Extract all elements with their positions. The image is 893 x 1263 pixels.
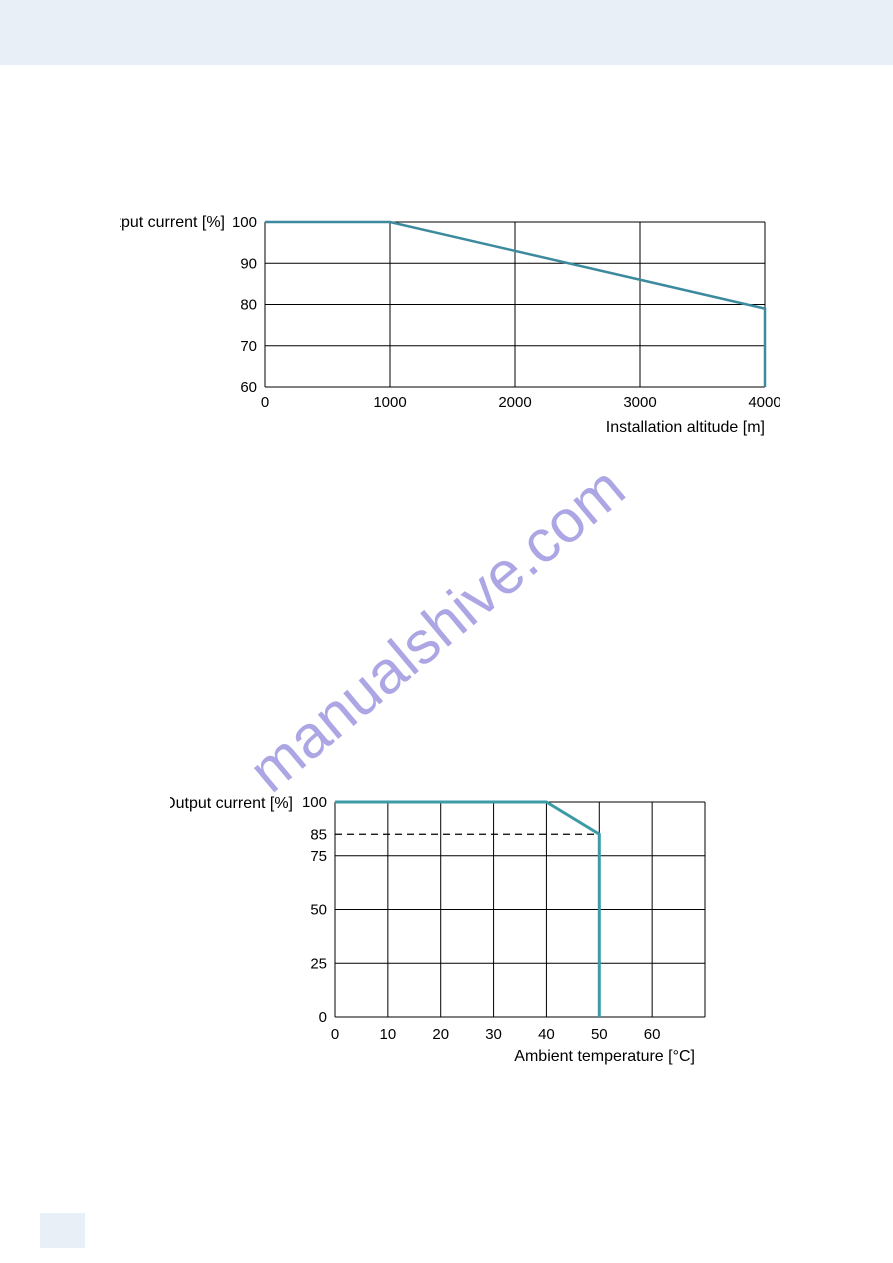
- chart2-xtick: 20: [432, 1026, 449, 1043]
- chart2-xtick: 40: [538, 1026, 555, 1043]
- chart2-ytick: 85: [310, 826, 327, 843]
- header-band: [0, 0, 893, 65]
- chart1-ylabel: Output current [%]: [120, 214, 225, 231]
- page-number-box: [40, 1213, 85, 1248]
- chart1-xtick: 3000: [623, 394, 656, 411]
- chart2-xtick: 10: [380, 1026, 397, 1043]
- chart1-xtick: 0: [261, 394, 269, 411]
- chart2-xtick: 50: [591, 1026, 608, 1043]
- chart1-ytick: 60: [240, 379, 257, 396]
- chart1-xtick: 1000: [373, 394, 406, 411]
- chart2-ytick: 0: [319, 1009, 327, 1026]
- chart1-xtick: 2000: [498, 394, 531, 411]
- chart2-ytick: 25: [310, 955, 327, 972]
- chart1-ytick: 90: [240, 255, 257, 272]
- chart2-ylabel: Output current [%]: [170, 795, 293, 812]
- watermark-text: manualshive.com: [236, 454, 637, 805]
- chart2-svg: 0 25 50 75 85 100 0 10 20 30 40 50 60 Output current …: [170, 790, 730, 1080]
- altitude-chart: 6070809010001000200030004000Output curre…: [120, 210, 780, 450]
- chart1-xtick: 4000: [748, 394, 780, 411]
- chart2-xlabel: Ambient temperature [°C]: [514, 1048, 695, 1065]
- chart2-xtick: 30: [485, 1026, 502, 1043]
- chart1-xlabel: Installation altitude [m]: [606, 419, 765, 436]
- temperature-chart: 0 25 50 75 85 100 0 10 20 30 40 50 60 Output current …: [170, 790, 730, 1080]
- chart2-xtick: 60: [644, 1026, 661, 1043]
- chart1-ytick: 80: [240, 297, 257, 314]
- chart2-xtick: 0: [331, 1026, 339, 1043]
- chart1-ytick: 100: [232, 214, 257, 231]
- chart1-ytick: 70: [240, 338, 257, 355]
- chart2-ytick: 50: [310, 902, 327, 919]
- chart1-svg: 6070809010001000200030004000Output curre…: [120, 210, 780, 450]
- chart2-ytick: 75: [310, 848, 327, 865]
- chart2-ytick: 100: [302, 794, 327, 811]
